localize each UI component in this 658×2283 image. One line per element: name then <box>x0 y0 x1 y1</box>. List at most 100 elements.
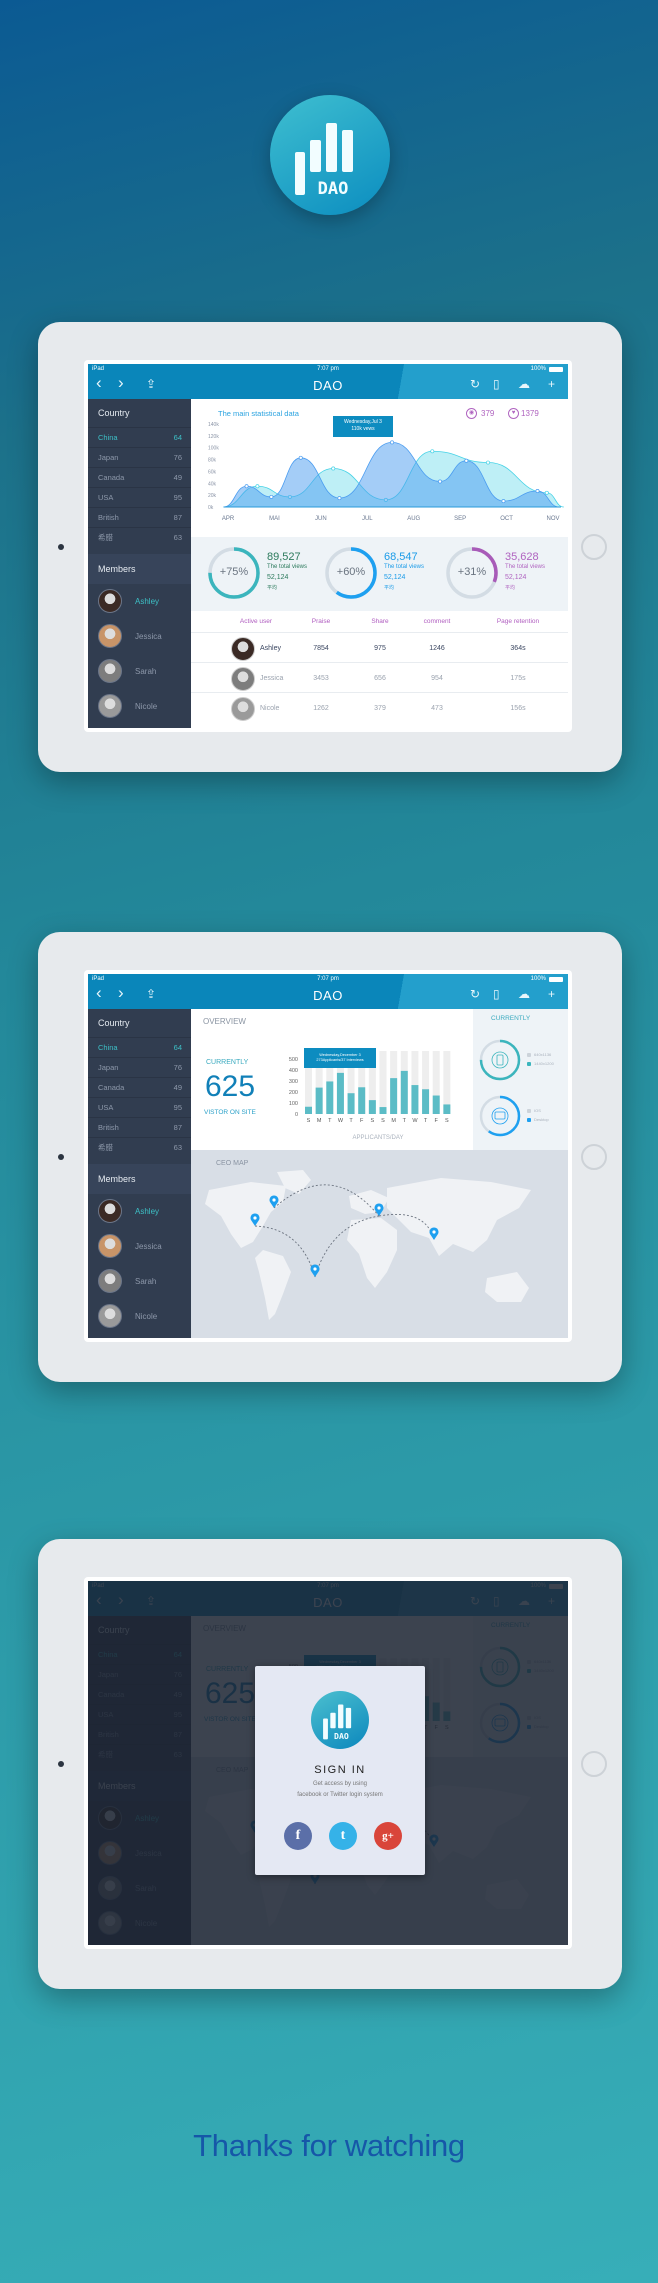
stat-average: 52,124 <box>384 574 406 581</box>
member-item[interactable]: Ashley <box>88 1194 191 1229</box>
sidebar-item-country[interactable]: Canada 49 <box>88 467 191 487</box>
eye-icon: ◉ <box>466 408 477 419</box>
x-tick-label: NOV <box>546 516 559 522</box>
continent <box>277 1170 311 1194</box>
sidebar-item-country[interactable]: 希腊 63 <box>88 1137 191 1157</box>
facebook-icon[interactable]: f <box>284 1822 312 1850</box>
x-tick-label: JUL <box>362 516 373 522</box>
country-name: Canada <box>98 473 125 482</box>
currently-label: CURRENTLY <box>206 1059 249 1066</box>
continent <box>485 1272 529 1302</box>
member-name: Sarah <box>135 667 157 676</box>
member-item[interactable]: Sarah <box>88 1264 191 1299</box>
country-count: 76 <box>173 453 182 462</box>
data-point <box>486 460 490 465</box>
member-item[interactable]: Nicole <box>88 689 191 724</box>
battery-icon <box>549 367 563 372</box>
y-tick-label: 200 <box>289 1090 298 1096</box>
plus-icon[interactable]: + <box>548 377 556 391</box>
member-item[interactable]: Jessica <box>88 1229 191 1264</box>
country-name: China <box>98 433 118 442</box>
home-button[interactable] <box>581 1751 607 1777</box>
ring-progress <box>446 547 498 599</box>
member-item[interactable]: Jessica <box>88 619 191 654</box>
data-point <box>337 496 342 501</box>
legend-label: Desktop <box>534 1117 549 1122</box>
sidebar-item-country[interactable]: Canada 49 <box>88 1077 191 1097</box>
sidebar-item-country[interactable]: USA 95 <box>88 1097 191 1117</box>
table-cell: 175s <box>510 675 526 682</box>
ipad-device-overview: iPad 7:07 pm 100% DAO ‹ › ⇪ ↻ ▯ ☁ + Country China 64 J… <box>38 932 622 1382</box>
home-button[interactable] <box>581 534 607 560</box>
sidebar-item-country[interactable]: Japan 76 <box>88 447 191 467</box>
member-item[interactable]: Sarah <box>88 654 191 689</box>
refresh-icon[interactable]: ↻ <box>470 377 481 391</box>
progress-ring <box>325 547 377 599</box>
device-donut <box>479 1095 521 1137</box>
table-cell: 7854 <box>313 645 329 652</box>
signin-title: SIGN IN <box>314 1764 366 1776</box>
stat-label: The total views <box>505 564 546 570</box>
cloud-icon[interactable]: ☁ <box>518 987 530 1001</box>
member-item[interactable]: Nicole <box>88 1299 191 1334</box>
world-map <box>205 1170 531 1320</box>
logo-bars-icon: DAO <box>295 123 353 199</box>
book-icon[interactable]: ▯ <box>493 987 500 1001</box>
sidebar-item-country[interactable]: Japan 76 <box>88 1057 191 1077</box>
ring-progress <box>479 1095 521 1137</box>
chevron-left-icon[interactable]: ‹ <box>96 373 102 392</box>
sidebar-item-country[interactable]: China 64 <box>88 427 191 447</box>
sidebar-item-country[interactable]: USA 95 <box>88 487 191 507</box>
member-name: Jessica <box>135 1242 162 1251</box>
x-tick-label: T <box>349 1118 353 1124</box>
plus-icon[interactable]: + <box>548 987 556 1001</box>
pin-dot <box>377 1206 381 1210</box>
share-icon[interactable]: ⇪ <box>146 987 157 1001</box>
member-item[interactable]: Ashley <box>88 584 191 619</box>
continent <box>387 1178 531 1256</box>
sidebar: Country China 64 Japan 76 Canada 49 USA 95 Britis… <box>88 399 196 728</box>
route-line <box>314 1215 380 1278</box>
ring-progress <box>325 547 377 599</box>
twitter-icon[interactable]: t <box>329 1822 357 1850</box>
table-cell: 473 <box>431 705 443 712</box>
data-point <box>298 455 303 460</box>
sidebar-item-country[interactable]: China 64 <box>88 1037 191 1057</box>
x-tick-label: OCT <box>500 516 513 522</box>
status-time: 7:07 pm <box>317 976 339 982</box>
sidebar-item-country[interactable]: British 87 <box>88 507 191 527</box>
status-battery: 100% <box>530 976 546 982</box>
bar-track <box>432 1051 440 1114</box>
y-tick-label: 100k <box>208 446 219 452</box>
camera <box>58 544 64 550</box>
sidebar-item-country[interactable]: British 87 <box>88 1117 191 1137</box>
home-button[interactable] <box>581 1144 607 1170</box>
legend-label: 640x1136 <box>534 1052 552 1057</box>
ring-progress <box>208 547 260 599</box>
refresh-icon[interactable]: ↻ <box>470 987 481 1001</box>
share-icon[interactable]: ⇪ <box>146 377 157 391</box>
bar <box>432 1095 440 1114</box>
stat-percent: +75% <box>219 566 249 578</box>
x-tick-label: F <box>360 1118 364 1124</box>
chevron-right-icon[interactable]: › <box>118 983 124 1002</box>
status-time: 7:07 pm <box>317 366 339 372</box>
chevron-right-icon[interactable]: › <box>118 373 124 392</box>
dashboard-screen: iPad 7:07 pm 100% DAO ‹ › ⇪ ↻ ▯ ☁ + Country China 64 J… <box>88 364 568 728</box>
bar <box>422 1089 430 1114</box>
chevron-left-icon[interactable]: ‹ <box>96 983 102 1002</box>
avatar <box>98 1269 122 1293</box>
table-header: Share <box>371 618 389 625</box>
avatar <box>98 694 122 718</box>
book-icon[interactable]: ▯ <box>493 377 500 391</box>
table-header: Active user <box>239 618 273 625</box>
y-tick-label: 120k <box>208 434 219 440</box>
cloud-icon[interactable]: ☁ <box>518 377 530 391</box>
sidebar-item-country[interactable]: 希腊 63 <box>88 527 191 547</box>
continent <box>347 1218 397 1288</box>
location-pin-icon <box>269 1195 279 1208</box>
google-plus-icon[interactable]: g+ <box>374 1822 402 1850</box>
